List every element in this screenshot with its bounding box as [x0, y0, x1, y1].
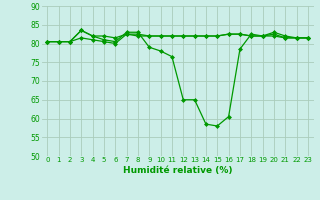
- X-axis label: Humidité relative (%): Humidité relative (%): [123, 166, 232, 175]
